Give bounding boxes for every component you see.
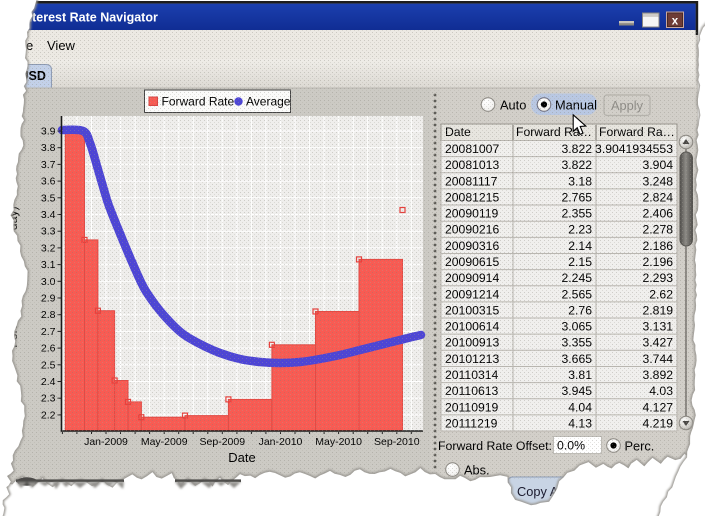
svg-text:Interest Rate Navigator: Interest Rate Navigator [21, 11, 158, 25]
svg-text:x: x [672, 16, 679, 28]
